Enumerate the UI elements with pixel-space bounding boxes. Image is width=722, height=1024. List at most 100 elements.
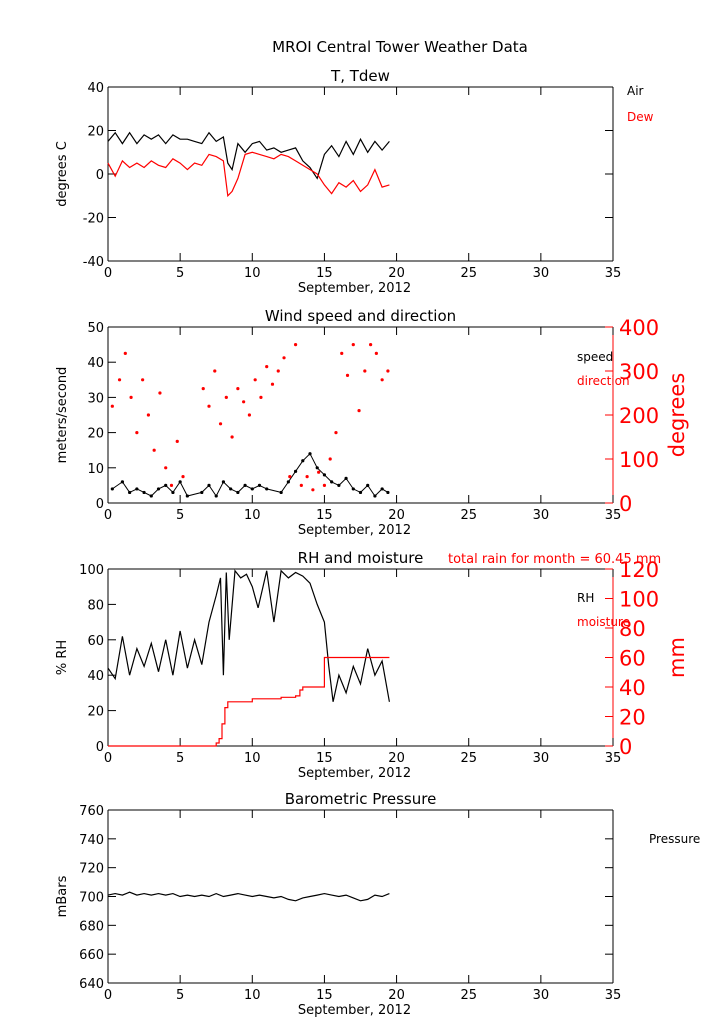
wind-point <box>146 413 150 417</box>
rh-ytick-right-label: 60 <box>619 647 646 671</box>
wind-xtick-label: 35 <box>605 508 622 523</box>
wind-point <box>135 431 139 435</box>
rh-xtick-label: 5 <box>176 751 184 766</box>
wind-point <box>129 395 133 399</box>
wind-point <box>265 365 269 369</box>
wind-point <box>386 369 390 373</box>
wind-xtick-label: 15 <box>316 508 333 523</box>
wind-point <box>253 378 257 382</box>
rh-xtick-label: 30 <box>533 751 550 766</box>
wind-point <box>158 391 162 395</box>
temp-xlabel: September, 2012 <box>298 281 411 296</box>
wind-point <box>293 343 298 347</box>
temp-ytick-label: 40 <box>87 81 104 96</box>
temp-line-Air <box>107 131 390 180</box>
wind-point <box>374 351 378 355</box>
rh-ytick-label: 20 <box>87 705 104 720</box>
wind-point <box>242 400 246 404</box>
wind-series-speed <box>110 452 390 498</box>
wind-point <box>311 488 315 492</box>
pressure-xtick-label: 20 <box>388 988 405 1003</box>
pressure-xlabel: September, 2012 <box>298 1003 411 1018</box>
temp-ytick-label: -20 <box>83 212 104 227</box>
rh-ytick-right-label: 40 <box>619 676 646 700</box>
wind-series-direction <box>110 343 390 492</box>
rh-ytick-label: 80 <box>87 598 104 613</box>
wind-point <box>218 422 223 426</box>
wind-xtick-label: 10 <box>244 508 261 523</box>
temp-title: T, Tdew <box>330 67 390 85</box>
wind-ytick-right-label: 100 <box>619 448 659 472</box>
wind-legend-direction: direction <box>577 374 630 388</box>
rh-xlabel: September, 2012 <box>298 766 411 781</box>
rh-line-RH <box>107 569 390 702</box>
rh-xtick-label: 0 <box>104 751 112 766</box>
wind-xtick-label: 5 <box>176 508 184 523</box>
pressure-line-Pressure <box>107 891 390 902</box>
temp-xtick-label: 20 <box>388 266 405 281</box>
wind-ytick-label: 20 <box>87 427 104 442</box>
wind-point <box>322 483 327 487</box>
wind-point <box>282 356 286 360</box>
rh-xtick-label: 10 <box>244 751 261 766</box>
pressure-xtick-label: 35 <box>605 988 622 1003</box>
rh-annotation: total rain for month = 60.45 mm <box>448 552 661 567</box>
pressure-ytick-label: 760 <box>79 804 104 819</box>
rh-line-moisture <box>108 656 390 747</box>
wind-ytick-right-label: 0 <box>619 492 632 516</box>
temp-xtick-label: 0 <box>104 266 112 281</box>
wind-point <box>288 475 292 479</box>
rh-title: RH and moisture <box>298 549 424 567</box>
pressure-ytick-label: 660 <box>79 948 104 963</box>
rh-xtick-label: 20 <box>388 751 405 766</box>
pressure-ylabel: mBars <box>55 875 70 917</box>
figure-title: MROI Central Tower Weather Data <box>272 38 528 56</box>
wind-xtick-label: 20 <box>388 508 405 523</box>
wind-ytick-label: 50 <box>87 321 104 336</box>
pressure-ytick-label: 740 <box>79 833 104 848</box>
pressure-xtick-label: 25 <box>460 988 477 1003</box>
rh-legend-RH: RH <box>577 591 594 605</box>
wind-point <box>123 351 127 355</box>
pressure-xtick-label: 0 <box>104 988 112 1003</box>
wind-point <box>152 448 156 452</box>
rh-chart: RH and moisture 0 5 10 15 20 25 30 35 September, … <box>55 549 689 781</box>
rh-ytick-right-label: 80 <box>619 617 646 641</box>
temp-chart: T, Tdew 0 5 10 15 20 25 30 35 September, 2012 -40 -… <box>55 67 654 296</box>
wind-point <box>201 387 205 391</box>
wind-point <box>317 470 321 474</box>
wind-point <box>340 351 344 355</box>
temp-ytick-label: 20 <box>87 125 104 140</box>
pressure-ytick-label: 720 <box>79 862 104 877</box>
wind-point <box>334 431 338 435</box>
wind-point <box>117 378 122 382</box>
rh-ylabel-right: mm <box>665 637 689 678</box>
wind-ylabel: meters/second <box>55 367 70 464</box>
rh-ytick-right-label: 0 <box>619 735 632 759</box>
pressure-chart: Barometric Pressure 0 5 10 15 20 25 30 35 Septemb… <box>55 790 700 1018</box>
rh-xtick-label: 35 <box>605 751 622 766</box>
wind-point <box>230 435 234 439</box>
wind-point <box>299 483 303 487</box>
pressure-ytick-label: 680 <box>79 919 104 934</box>
rh-ytick-label: 0 <box>96 740 104 755</box>
rh-xtick-label: 25 <box>460 751 477 766</box>
wind-title: Wind speed and direction <box>265 307 456 325</box>
wind-point <box>305 475 309 479</box>
wind-point <box>247 413 251 417</box>
wind-point <box>259 395 263 399</box>
wind-point <box>369 343 373 347</box>
wind-ylabel-right: degrees <box>665 373 689 458</box>
wind-ytick-right-label: 400 <box>619 316 659 340</box>
temp-xtick-label: 25 <box>460 266 477 281</box>
temp-xtick-label: 5 <box>176 266 184 281</box>
pressure-ytick-label: 700 <box>79 891 104 906</box>
wind-ytick-right-label: 300 <box>619 360 659 384</box>
wind-xtick-label: 30 <box>533 508 550 523</box>
wind-point <box>351 343 355 347</box>
chart-panels: T, Tdew 0 5 10 15 20 25 30 35 September, 2012 -40 -… <box>55 67 700 1018</box>
temp-xtick-label: 15 <box>316 266 333 281</box>
rh-xtick-label: 15 <box>316 751 333 766</box>
wind-xtick-label: 0 <box>104 508 112 523</box>
